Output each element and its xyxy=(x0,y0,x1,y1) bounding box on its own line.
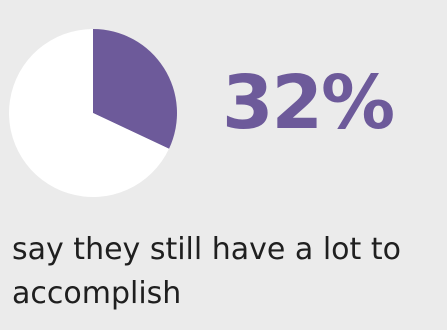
pie-chart xyxy=(9,28,178,197)
stat-caption: say they still have a lot to accomplish xyxy=(12,232,401,311)
stat-value: 32% xyxy=(222,60,395,146)
pie-slice-rest xyxy=(9,28,170,197)
pie-slice-highlight xyxy=(93,29,178,149)
